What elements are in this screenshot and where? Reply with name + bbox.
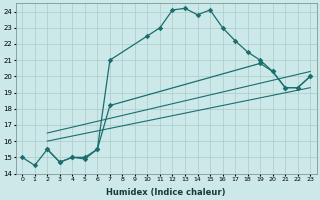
X-axis label: Humidex (Indice chaleur): Humidex (Indice chaleur) — [107, 188, 226, 197]
